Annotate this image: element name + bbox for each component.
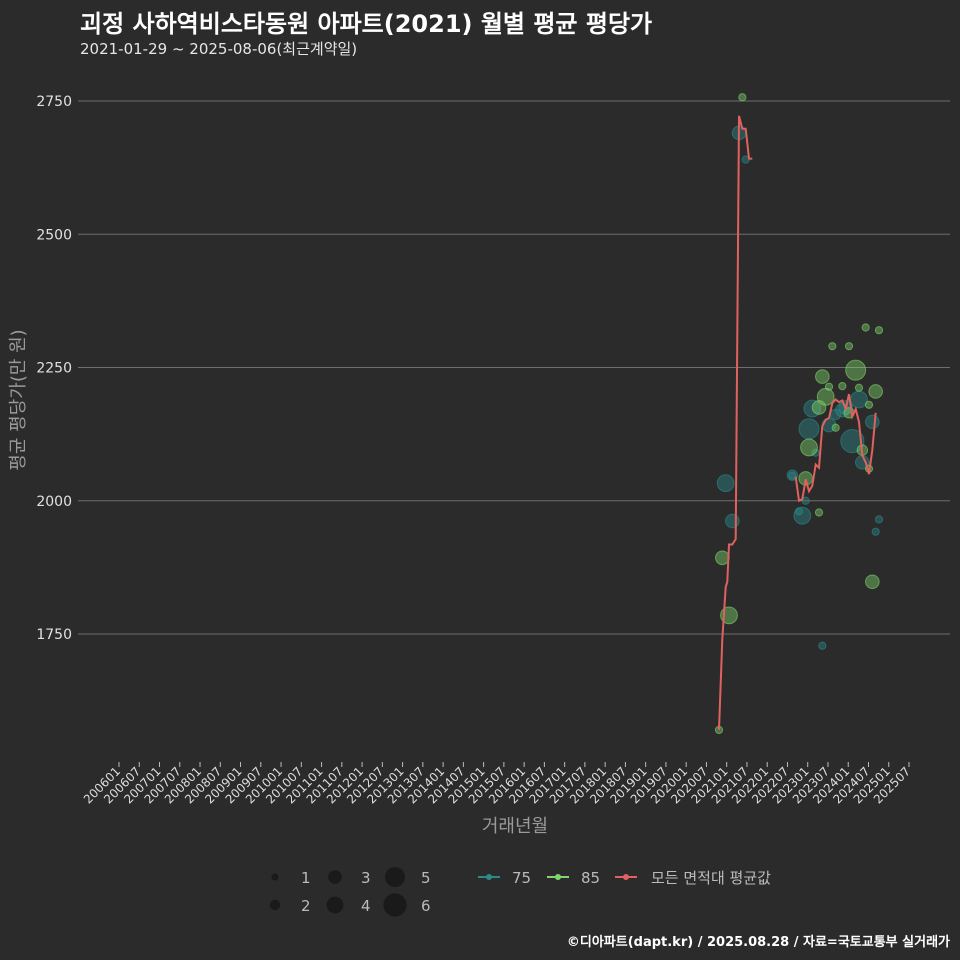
legend: 1 2 3 4 5 6 75 85 모든 면적대 평균값 [269,867,771,917]
data-point-series-85 [738,93,747,102]
data-point-series-75 [793,506,812,525]
data-point-series-85 [828,342,837,351]
data-point-series-85 [814,508,824,517]
y-tick-label: 1750 [36,627,72,643]
data-point-series-85 [800,438,818,457]
data-point-series-85 [874,326,884,335]
data-point-series-85 [854,383,864,392]
data-point-series-75 [788,471,797,480]
data-point-series-85 [865,574,880,590]
data-point-series-85 [815,369,830,384]
data-point-series-75 [818,641,827,650]
legend-size-label: 3 [361,869,371,887]
data-point-series-85 [844,342,854,351]
data-point-series-75 [741,155,750,164]
source-caption: ©디아파트(dapt.kr) / 2025.08.28 / 자료=국토교통부 실… [566,935,950,950]
data-point-series-75 [871,527,880,536]
average-line [718,115,753,730]
data-point-series-75 [801,496,810,505]
y-tick-label: 2000 [36,494,72,510]
legend-size-label: 1 [301,869,311,887]
legend-series-label: 85 [581,869,600,887]
legend-size-marker [385,867,405,887]
data-point-series-85 [831,423,840,432]
data-point-series-85 [824,382,834,391]
y-tick-label: 2750 [36,94,72,110]
y-axis-label: 평균 평당가(만 원) [8,329,29,470]
legend-size-marker [328,870,342,884]
legend-size-label: 4 [361,897,371,915]
legend-point-key [623,874,629,880]
data-point-series-75 [725,513,740,529]
data-point-series-85 [864,400,874,409]
data-point-series-85 [715,550,730,566]
data-point-series-85 [838,382,847,391]
legend-size-marker [326,896,344,914]
chart-subtitle: 2021-01-29 ~ 2025-08-06(최근계약일) [80,40,358,58]
average-line [794,393,877,503]
y-tick-label: 2250 [36,361,72,377]
data-point-series-75 [874,515,884,524]
data-point-series-75 [865,414,880,430]
legend-size-label: 6 [421,897,431,915]
data-point-series-75 [798,418,820,440]
data-point-series-85 [861,323,870,332]
data-point-series-85 [868,384,883,399]
data-point-series-85 [845,359,867,381]
average-line-group [718,115,877,730]
y-axis-ticks: 1750 2000 2250 2500 2750 [36,94,72,643]
x-axis-ticks: 2006012006072007012007072008012008072009… [81,762,913,807]
legend-size-marker [271,873,279,881]
legend-size-marker [269,899,281,911]
data-point-series-75 [716,474,735,493]
legend-point-key [486,874,492,880]
x-axis-label: 거래년월 [482,816,548,837]
chart-title: 괴정 사하역비스타동원 아파트(2021) 월별 평균 평당가 [80,10,653,38]
legend-point-key [555,874,561,880]
data-point-series-75 [850,390,868,409]
y-tick-label: 2500 [36,227,72,243]
legend-series-label: 75 [512,869,531,887]
legend-size-label: 5 [421,869,431,887]
legend-size-marker [383,893,407,917]
legend-series-label: 모든 면적대 평균값 [651,869,771,887]
legend-size-label: 2 [301,897,311,915]
gridlines [78,100,950,635]
